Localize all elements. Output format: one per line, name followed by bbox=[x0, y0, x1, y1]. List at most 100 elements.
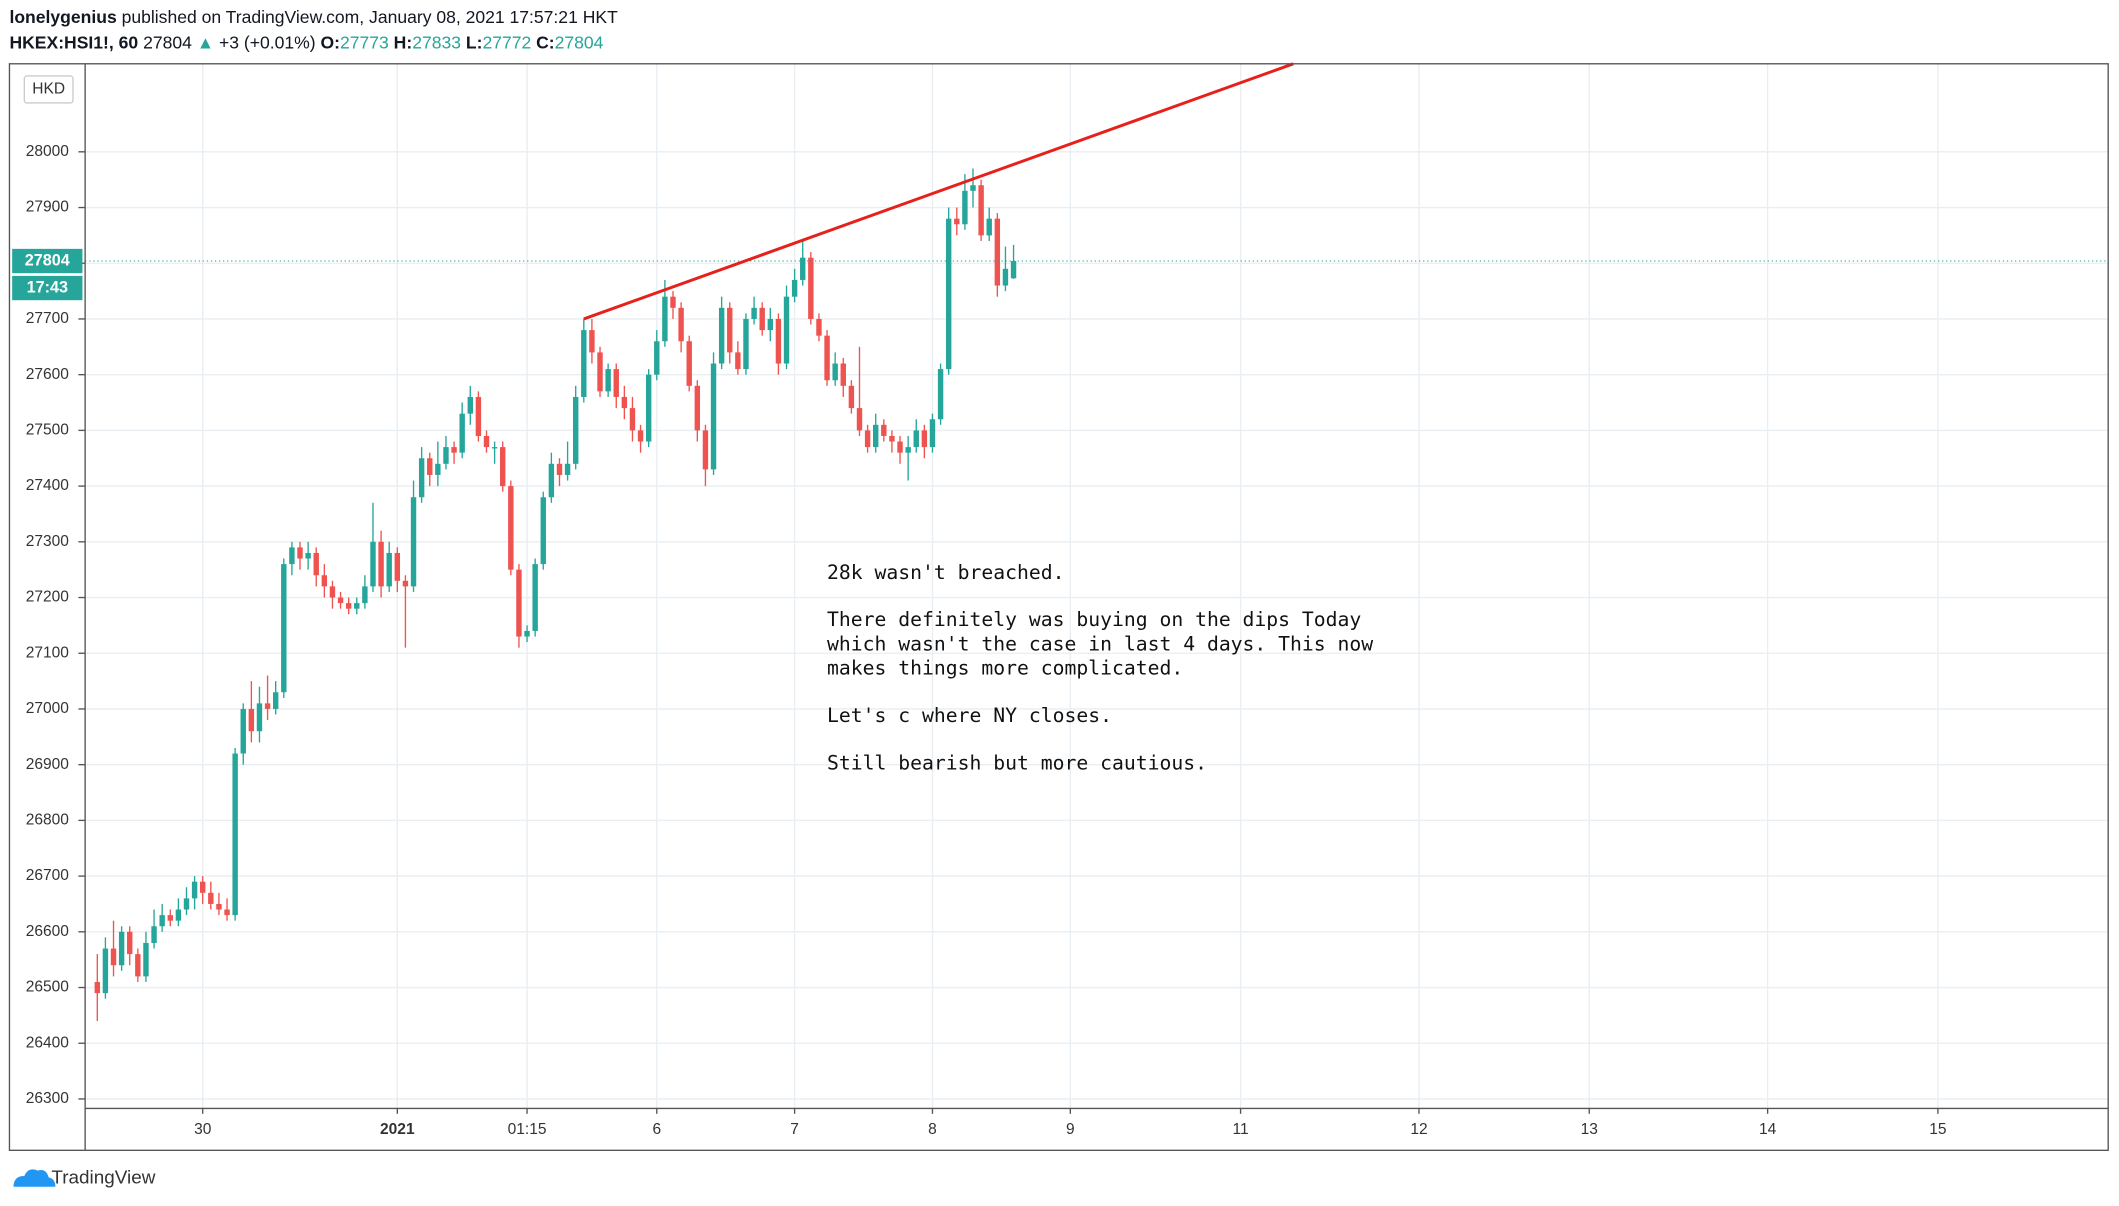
x-tick-label: 8 bbox=[928, 1121, 937, 1138]
candle-body bbox=[775, 318, 782, 364]
candle-body bbox=[435, 463, 441, 475]
candle-body bbox=[962, 190, 968, 225]
candle-body bbox=[864, 430, 871, 448]
candle-body bbox=[678, 307, 684, 342]
candle-body bbox=[816, 318, 822, 336]
candle-body bbox=[427, 458, 433, 475]
candle-body bbox=[986, 218, 992, 236]
candle-body bbox=[840, 363, 846, 386]
candle-body bbox=[248, 708, 255, 732]
h: 27833 bbox=[412, 32, 461, 52]
candle-body bbox=[362, 586, 368, 604]
candle-body bbox=[743, 318, 749, 370]
candle-body bbox=[305, 552, 311, 559]
candle-body bbox=[483, 435, 490, 448]
candle-body bbox=[289, 547, 295, 565]
candle-body bbox=[548, 463, 555, 498]
candle-body bbox=[94, 981, 101, 994]
candle-body bbox=[272, 692, 279, 709]
candle-body bbox=[467, 396, 473, 414]
candle-body bbox=[491, 447, 498, 449]
candle-body bbox=[881, 424, 887, 436]
candle-body bbox=[232, 753, 238, 916]
candle-body bbox=[394, 552, 401, 581]
candle-body bbox=[759, 307, 765, 331]
candle-body bbox=[670, 296, 676, 308]
candle-body bbox=[410, 497, 417, 587]
candle-body bbox=[978, 185, 984, 236]
candle-body bbox=[175, 909, 182, 921]
countdown-label: 17:43 bbox=[27, 278, 68, 296]
y-tick-label: 27600 bbox=[26, 366, 70, 383]
plot: 26300 26400 26500 26600 26700 26800 26900 27000… bbox=[26, 62, 2109, 1138]
y-tick-label: 27000 bbox=[26, 700, 70, 717]
l-label: L: bbox=[466, 32, 483, 52]
candle-body bbox=[208, 892, 214, 904]
x-tick-label: 12 bbox=[1410, 1121, 1427, 1138]
y-tick-label: 26900 bbox=[26, 756, 70, 773]
candle-body bbox=[905, 447, 911, 453]
candle-body bbox=[370, 541, 376, 587]
y-tick-label: 26800 bbox=[26, 811, 70, 828]
candle-body bbox=[889, 435, 895, 442]
candle-body bbox=[605, 369, 611, 392]
y-tick-label: 26700 bbox=[26, 867, 70, 884]
x-tick-label: 7 bbox=[790, 1121, 799, 1138]
candle-body bbox=[564, 463, 571, 475]
o: 27773 bbox=[340, 32, 389, 52]
last-price-label: 27804 bbox=[25, 251, 70, 269]
candle-body bbox=[167, 915, 173, 921]
x-tick-label: 01:15 bbox=[508, 1121, 547, 1138]
candle-body bbox=[937, 369, 944, 420]
candle-body bbox=[848, 385, 855, 409]
candle-body bbox=[386, 552, 392, 587]
symbol: HKEX:HSI1!, 60 bbox=[9, 32, 138, 52]
candle-body bbox=[516, 569, 522, 637]
x-tick-label: 9 bbox=[1066, 1121, 1075, 1138]
header-line-2: HKEX:HSI1!, 60 27804 ▲ +3 (+0.01%) O:277… bbox=[9, 32, 603, 52]
x-tick-label: 11 bbox=[1233, 1121, 1249, 1138]
last-price-box bbox=[12, 248, 83, 274]
candle-body bbox=[297, 547, 303, 559]
annotation-line: 28k wasn't breached. bbox=[827, 561, 1064, 584]
x-tick-label: 14 bbox=[1759, 1121, 1777, 1138]
candle-body bbox=[783, 296, 790, 364]
candle-body bbox=[589, 330, 595, 353]
candle-body bbox=[994, 218, 1001, 286]
candle-body bbox=[791, 279, 798, 297]
candle-body bbox=[240, 708, 246, 754]
candle-body bbox=[970, 185, 976, 191]
candle-body bbox=[702, 430, 709, 470]
candle-body bbox=[451, 447, 457, 453]
candle-body bbox=[645, 374, 652, 442]
change: +3 (+0.01%) bbox=[219, 32, 316, 52]
annotation-line: which wasn't the case in last 4 days. Th… bbox=[827, 632, 1373, 655]
candle-body bbox=[191, 881, 198, 899]
candle-body bbox=[135, 954, 141, 977]
candle-body bbox=[110, 948, 117, 966]
published: published on TradingView.com, January 08… bbox=[122, 6, 618, 26]
candle-body bbox=[751, 307, 757, 319]
candle-body bbox=[264, 703, 271, 709]
candle-body bbox=[1002, 268, 1009, 286]
countdown-box bbox=[12, 275, 83, 301]
candle-body bbox=[216, 903, 222, 910]
x-tick-label: 6 bbox=[652, 1121, 661, 1138]
candle-body bbox=[540, 497, 546, 565]
candle-body bbox=[913, 430, 919, 448]
candle-body bbox=[321, 575, 328, 587]
candle-body bbox=[629, 408, 636, 431]
candle-body bbox=[832, 363, 838, 381]
last: 27804 bbox=[143, 32, 192, 52]
x-tick-label: 15 bbox=[1929, 1121, 1946, 1138]
candle-body bbox=[897, 441, 903, 453]
author: lonelygenius bbox=[9, 6, 116, 26]
candle-body bbox=[183, 898, 190, 910]
candle-body bbox=[654, 341, 660, 375]
y-tick-label: 27300 bbox=[26, 533, 70, 550]
candle-body bbox=[613, 369, 619, 397]
candle-body bbox=[929, 419, 936, 448]
candle-body bbox=[921, 430, 928, 448]
